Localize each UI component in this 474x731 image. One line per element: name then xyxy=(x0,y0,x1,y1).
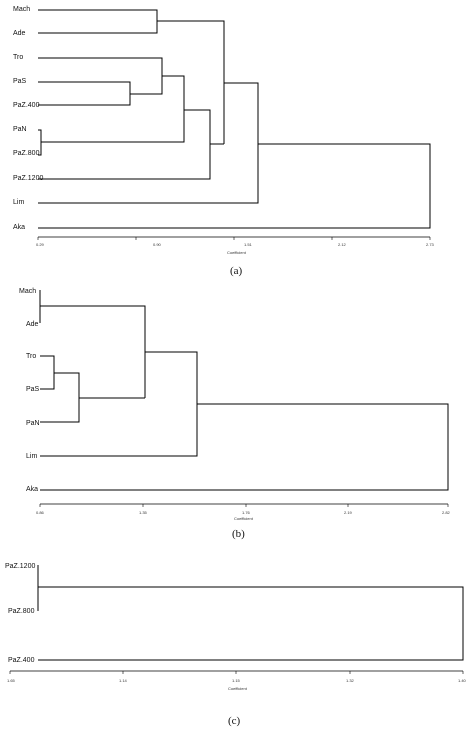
axis-title-a: Coefficient xyxy=(227,250,247,255)
leaf-label-aka: Aka xyxy=(26,486,38,493)
tick-label: 0.90 xyxy=(153,242,162,247)
tick-label: 1.14 xyxy=(119,678,128,683)
leaf-label-pan: PaN xyxy=(13,126,27,133)
tick-label: 1.40 xyxy=(458,678,467,683)
leaf-label-paz1200: PaZ.1200 xyxy=(5,563,35,570)
dendrogram-branches-b xyxy=(39,290,449,491)
merge-lim xyxy=(40,351,198,457)
leaf-labels-c: PaZ.1200 PaZ.800 PaZ.400 xyxy=(5,563,35,664)
axis-c: 1.65 1.14 1.15 1.32 1.40 Coefficient xyxy=(7,670,467,691)
panel-caption-b: (b) xyxy=(232,528,245,540)
leaf-label-paz800: PaZ.800 xyxy=(8,608,35,615)
tick-label: 1.32 xyxy=(346,678,355,683)
dendrogram-panel-c: PaZ.1200 PaZ.800 PaZ.400 1.65 1.14 1.15 … xyxy=(5,563,467,727)
axis-title-b: Coefficient xyxy=(234,516,254,521)
tick-label: 1.65 xyxy=(7,678,16,683)
tick-label: 1.35 xyxy=(139,510,148,515)
leaf-label-lim: Lim xyxy=(26,453,37,460)
leaf-label-tro: Tro xyxy=(26,353,36,360)
merge-mach-ade-up xyxy=(40,305,146,398)
leaf-label-pas: PaS xyxy=(26,386,40,393)
axis-title-c: Coefficient xyxy=(228,686,248,691)
merge-aka xyxy=(38,143,431,229)
tick-label: 2.73 xyxy=(426,242,435,247)
merge-paz400 xyxy=(38,586,464,661)
merge-tro-group xyxy=(38,57,163,95)
merge-aka xyxy=(40,403,449,491)
leaf-label-mach: Mach xyxy=(19,288,36,295)
merge-pas-paz400 xyxy=(38,81,131,106)
leaf-label-paz800: PaZ.800 xyxy=(13,150,40,157)
leaf-label-mach: Mach xyxy=(13,6,30,13)
tick-label: 2.12 xyxy=(338,242,347,247)
merge-lim xyxy=(38,82,259,204)
tick-label: 1.51 xyxy=(244,242,253,247)
dendrogram-branches-c xyxy=(37,565,464,661)
merge-mach-ade xyxy=(38,9,158,34)
leaf-labels-a: Mach Ade Tro PaS PaZ.400 PaN PaZ.800 PaZ… xyxy=(13,6,43,231)
leaf-label-ade: Ade xyxy=(26,321,39,328)
leaf-label-paz400: PaZ.400 xyxy=(13,102,40,109)
leaf-labels-b: Mach Ade Tro PaS PaN Lim Aka xyxy=(19,288,40,493)
leaf-label-paz400: PaZ.400 xyxy=(8,657,35,664)
leaf-label-pas: PaS xyxy=(13,78,27,85)
axis-a: 0.29 0.90 1.51 2.12 2.73 Coefficient xyxy=(36,236,435,255)
tick-label: 1.76 xyxy=(242,510,251,515)
merge-pan xyxy=(40,372,80,423)
dendrogram-panel-b: Mach Ade Tro PaS PaN Lim Aka 0.86 1.35 xyxy=(19,288,451,540)
tick-label: 2.82 xyxy=(442,510,451,515)
leaf-label-pan: PaN xyxy=(26,420,40,427)
panel-caption-a: (a) xyxy=(230,265,243,277)
leaf-label-aka: Aka xyxy=(13,224,25,231)
leaf-label-lim: Lim xyxy=(13,199,24,206)
axis-b: 0.86 1.35 1.76 2.19 2.82 Coefficient xyxy=(36,503,451,521)
tick-label: 2.19 xyxy=(344,510,353,515)
tick-label: 1.15 xyxy=(232,678,241,683)
merge-macha-de-up xyxy=(157,20,225,144)
tick-label: 0.29 xyxy=(36,242,45,247)
leaf-label-ade: Ade xyxy=(13,30,26,37)
panel-caption-c: (c) xyxy=(228,715,241,727)
dendrogram-branches-a xyxy=(38,9,431,229)
tick-label: 0.86 xyxy=(36,510,45,515)
merge-tro-pas xyxy=(40,355,55,390)
dendrogram-panel-a: Mach Ade Tro PaS PaZ.400 PaN PaZ.800 PaZ… xyxy=(13,6,435,277)
merge-tro-pan-group xyxy=(41,75,185,143)
leaf-label-tro: Tro xyxy=(13,54,23,61)
leaf-label-paz1200: PaZ.1200 xyxy=(13,175,43,182)
